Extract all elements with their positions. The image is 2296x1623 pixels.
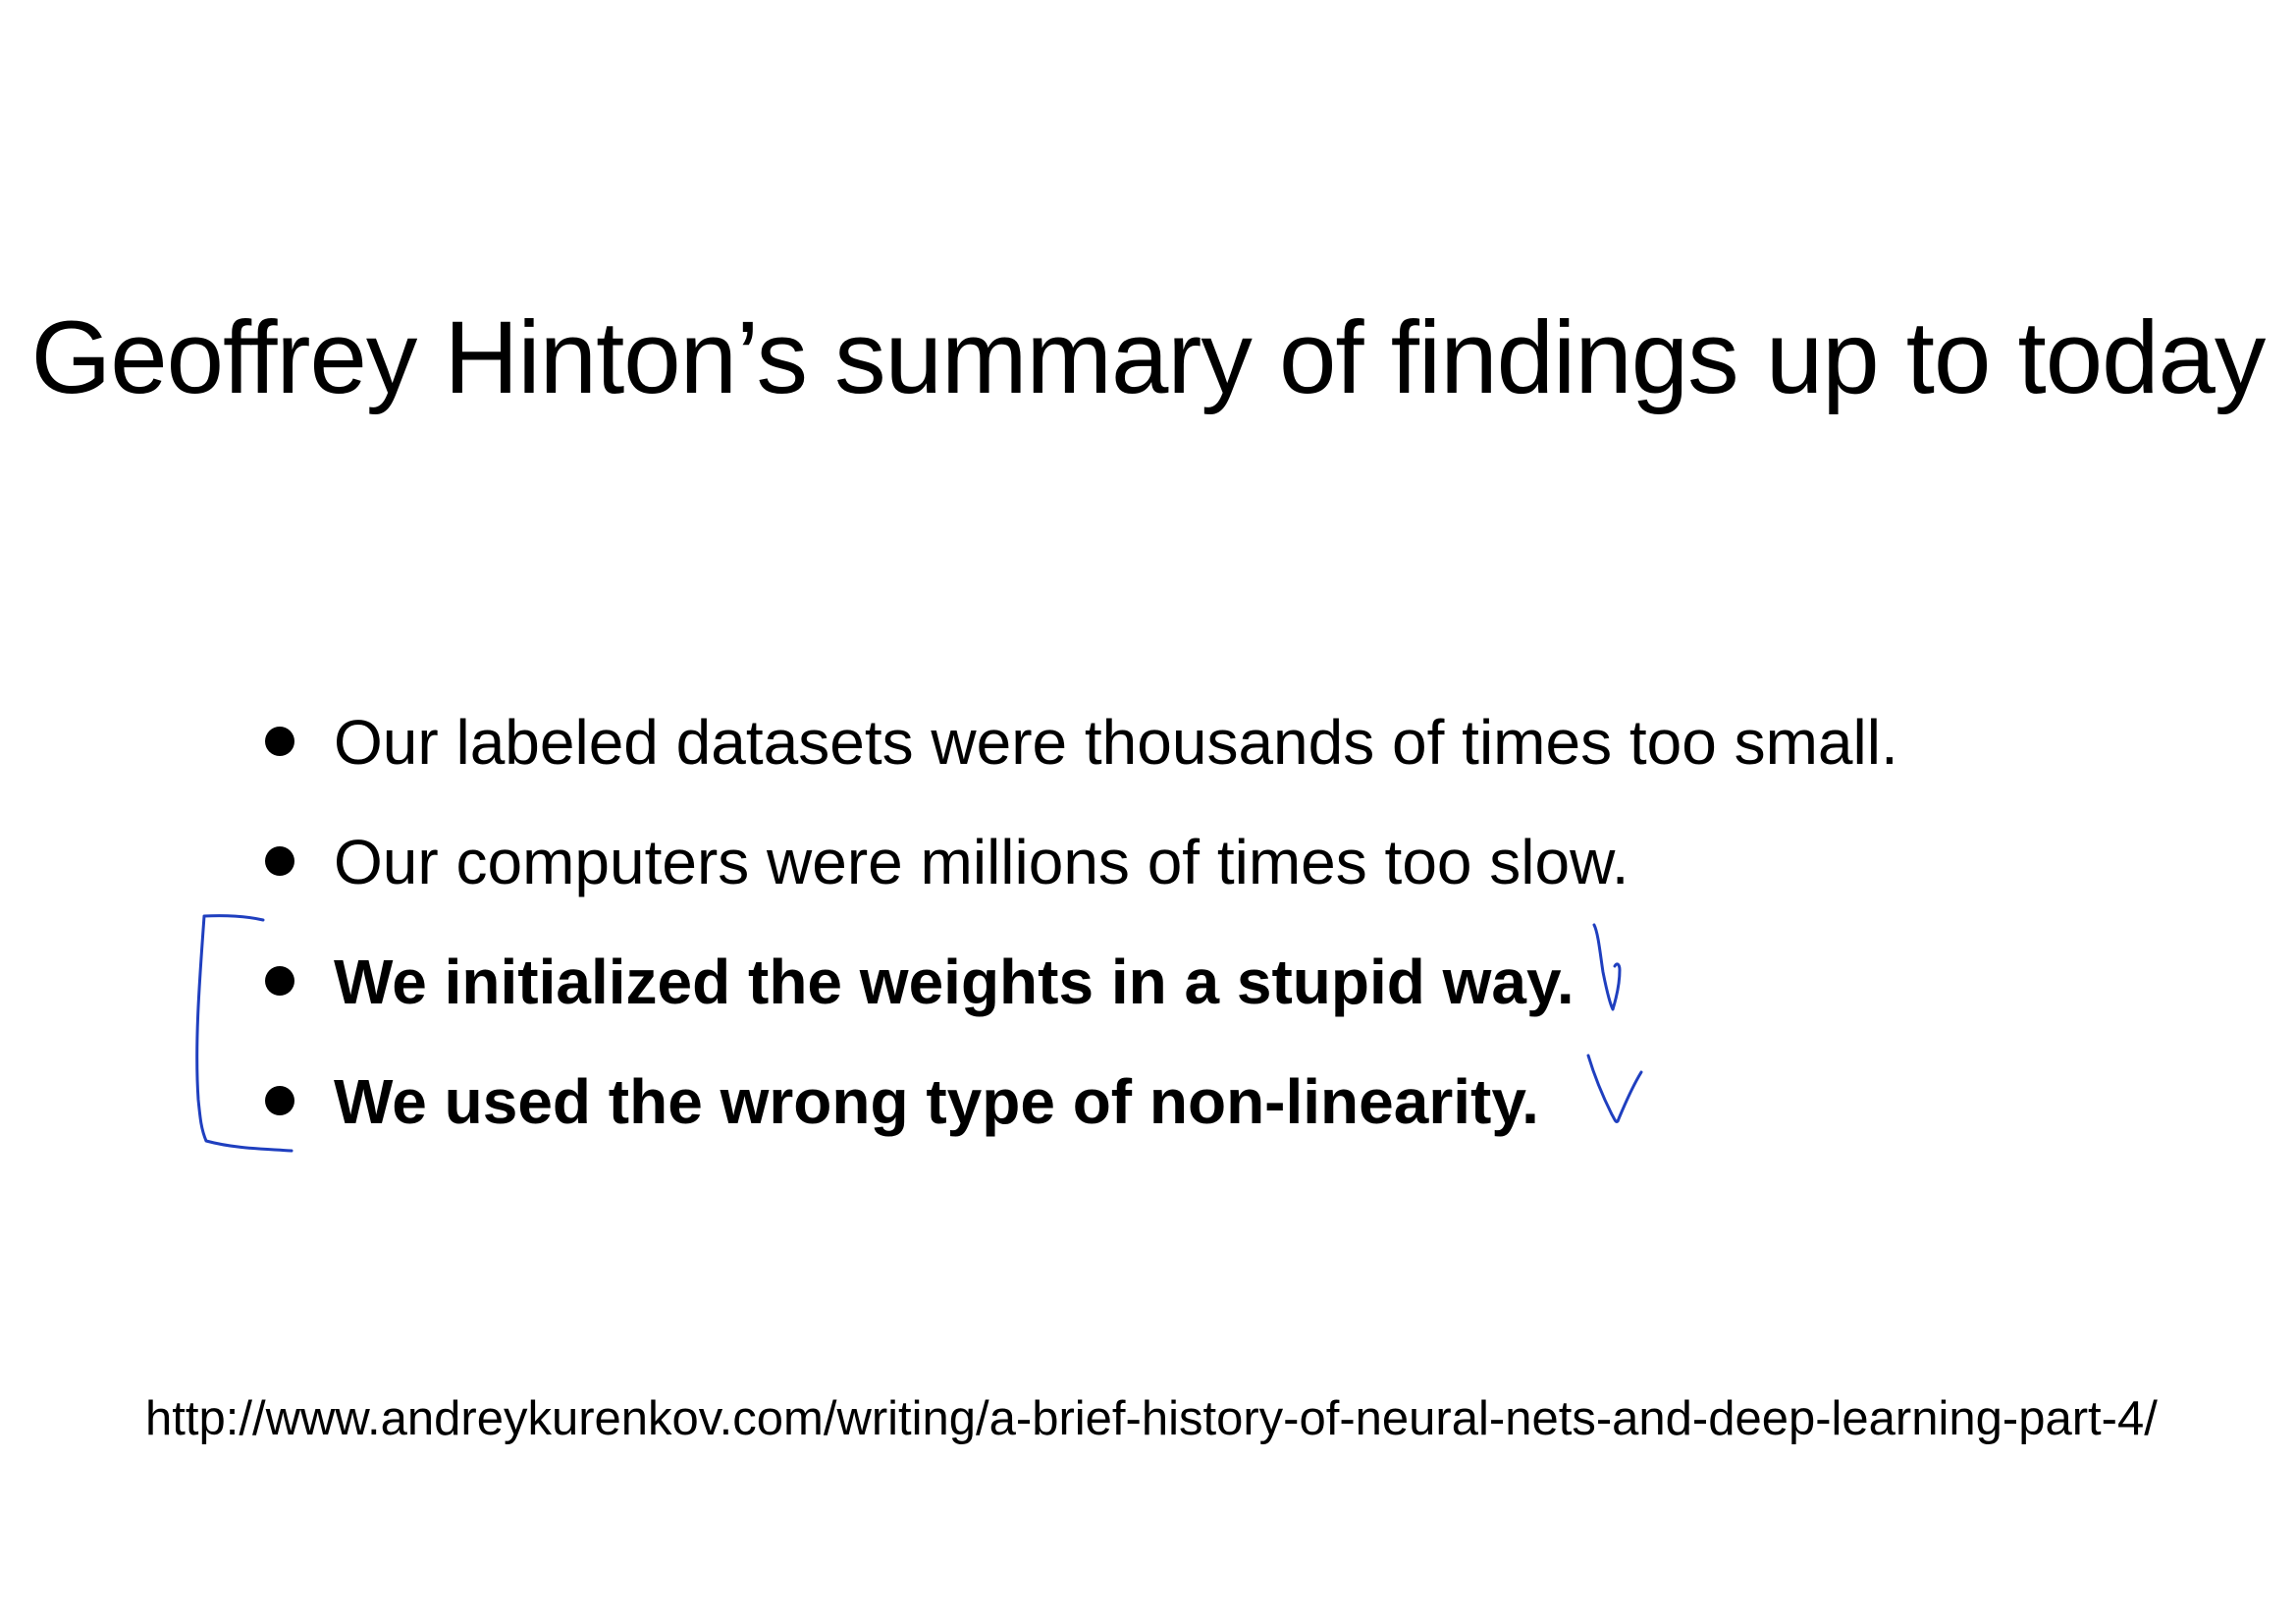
bullet-item: We initialized the weights in a stupid w… [265, 922, 1898, 1042]
slide-title: Geoffrey Hinton’s summary of findings up… [30, 300, 2267, 415]
bullet-list: Our labeled datasets were thousands of t… [265, 682, 1898, 1162]
bullet-icon [265, 846, 294, 877]
bullet-icon [265, 727, 294, 757]
bullet-text: Our labeled datasets were thousands of t… [334, 707, 1898, 778]
bullet-text: We initialized the weights in a stupid w… [334, 947, 1575, 1017]
source-url[interactable]: http://www.andreykurenkov.com/writing/a-… [145, 1392, 2158, 1445]
bullet-icon [265, 966, 294, 997]
bullet-text: We used the wrong type of non-linearity. [334, 1066, 1539, 1137]
bullet-item: We used the wrong type of non-linearity. [265, 1042, 1898, 1162]
bullet-item: Our computers were millions of times too… [265, 802, 1898, 922]
bullet-text: Our computers were millions of times too… [334, 827, 1629, 897]
bullet-item: Our labeled datasets were thousands of t… [265, 682, 1898, 802]
bullet-icon [265, 1086, 294, 1116]
